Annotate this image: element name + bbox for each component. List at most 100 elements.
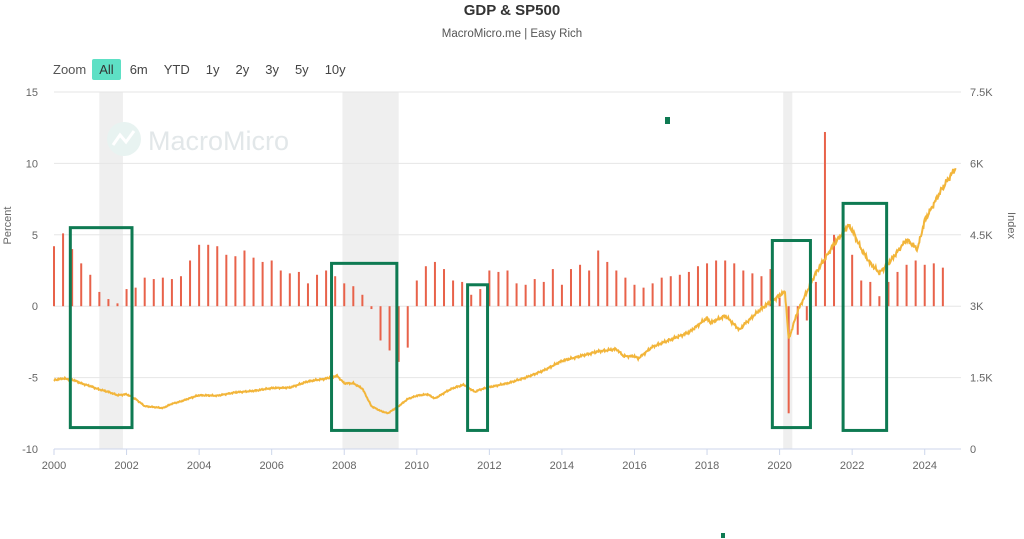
range-button-10y[interactable]: 10y (324, 61, 346, 77)
gdp-bar (624, 277, 627, 307)
range-button-5y[interactable]: 5y (294, 61, 309, 77)
gdp-bar (452, 280, 455, 307)
gdp-bar (397, 306, 400, 362)
gdp-bar (98, 291, 101, 307)
x-tick-label: 2022 (840, 460, 864, 472)
range-button-6m[interactable]: 6m (129, 61, 148, 77)
gdp-bar (542, 281, 545, 307)
x-tick-label: 2004 (187, 460, 211, 472)
highlight-box (466, 283, 490, 432)
gdp-bar (433, 261, 436, 307)
x-tick-label: 2016 (622, 460, 646, 472)
range-button-2y[interactable]: 2y (235, 61, 250, 77)
gdp-bar (297, 271, 300, 307)
gdp-bar (234, 256, 237, 307)
gdp-bar (651, 283, 654, 307)
left-tick-label: 15 (26, 87, 38, 99)
watermark-text: MacroMicro (148, 126, 289, 156)
gdp-bar (143, 277, 146, 307)
gdp-bar (932, 263, 935, 307)
gdp-bar (170, 279, 173, 307)
x-tick-label: 2020 (767, 460, 791, 472)
gdp-bar (306, 283, 309, 307)
gdp-bar (760, 276, 763, 307)
x-tick-label: 2008 (332, 460, 356, 472)
gdp-bar (506, 270, 509, 307)
navigator-marker (721, 533, 725, 538)
recession-band (783, 92, 793, 449)
gdp-bar (207, 244, 210, 307)
right-tick-label: 3K (970, 301, 984, 313)
gdp-bar (125, 289, 128, 307)
gdp-bar (71, 249, 74, 307)
gdp-bar (669, 276, 672, 307)
gdp-bar (161, 277, 164, 307)
right-tick-label: 7.5K (970, 87, 993, 99)
gdp-bar (370, 306, 373, 310)
range-selector: Zoom All 6m YTD 1y 2y 3y 5y 10y (53, 58, 355, 80)
left-tick-label: 0 (32, 301, 38, 313)
recession-band (99, 92, 123, 449)
x-tick-label: 2000 (42, 460, 66, 472)
range-button-3y[interactable]: 3y (265, 61, 279, 77)
gdp-bar (470, 294, 473, 307)
gdp-bar (270, 260, 273, 307)
gdp-bar (860, 280, 863, 307)
highlight-box (770, 239, 812, 430)
left-tick-label: 10 (26, 158, 38, 170)
range-button-ytd[interactable]: YTD (163, 61, 190, 77)
gdp-bar (379, 306, 382, 341)
highlight-box (330, 261, 399, 432)
gdp-bar (334, 276, 337, 307)
gdp-bar (887, 281, 890, 307)
x-tick-label: 2012 (477, 460, 501, 472)
gdp-bar (851, 254, 854, 307)
gdp-bar (796, 306, 799, 335)
gdp-bar (833, 234, 836, 307)
gdp-bar (706, 263, 709, 307)
gdp-bar (678, 274, 681, 307)
gdp-bar (388, 306, 391, 351)
gdp-bar (551, 269, 554, 307)
highlight-box (841, 201, 889, 432)
gdp-bar (588, 270, 591, 307)
gdp-bar (152, 279, 155, 307)
gdp-bar (633, 284, 636, 307)
range-button-all[interactable]: All (92, 58, 121, 80)
gdp-bar (216, 246, 219, 307)
flag-marker (665, 117, 670, 124)
right-tick-label: 4.5K (970, 230, 993, 242)
x-tick-label: 2006 (259, 460, 283, 472)
gdp-bar (524, 284, 527, 307)
gdp-bar (361, 294, 364, 307)
gdp-bar (814, 281, 817, 307)
gdp-bar (279, 270, 282, 307)
gdp-bar (461, 281, 464, 307)
gdp-bar (352, 286, 355, 307)
gdp-bar (905, 264, 908, 307)
gdp-bar (896, 271, 899, 307)
gdp-bar (560, 284, 563, 307)
gdp-bar (515, 283, 518, 307)
x-tick-label: 2002 (114, 460, 138, 472)
gdp-bar (579, 264, 582, 307)
gdp-bar (805, 306, 808, 321)
zoom-label: Zoom (53, 61, 87, 77)
gdp-bar (179, 276, 182, 307)
gdp-bar (62, 233, 65, 307)
gdp-bar (80, 263, 83, 307)
gdp-bar (606, 261, 609, 307)
gdp-bar (252, 257, 255, 307)
gdp-bar (116, 303, 119, 307)
chart-title: GDP & SP500 (463, 2, 561, 19)
gdp-bar (696, 266, 699, 307)
left-axis-label: Percent (2, 207, 14, 245)
gdp-bar (497, 271, 500, 307)
gdp-bar (443, 269, 446, 307)
right-tick-label: 1.5K (970, 373, 993, 385)
range-button-1y[interactable]: 1y (205, 61, 220, 77)
gdp-bar (751, 273, 754, 307)
gdp-bar (406, 306, 409, 348)
gdp-bar (261, 261, 264, 307)
